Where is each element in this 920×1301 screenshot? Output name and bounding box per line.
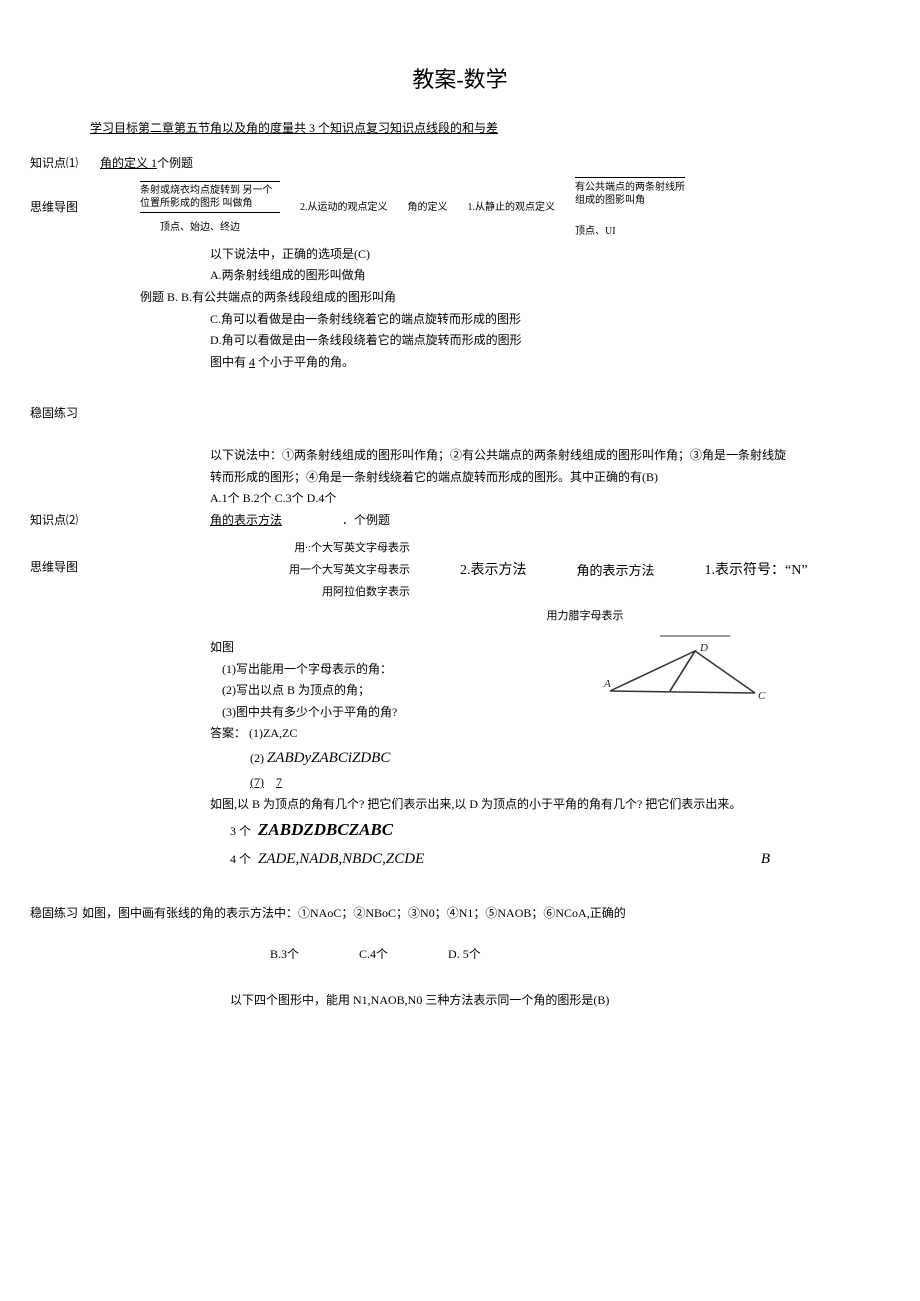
kp1-fig-note-b: 个小于平角的角。 [255,355,354,369]
svg-text:A: A [603,678,611,690]
kp2-heading-row: 知识点⑵ 角的表示方法．个例题 [30,510,890,532]
kp1-q-intro: 以下说法中，正确的选项是(C) [30,244,890,266]
kp1-mindmap-right-sub: 顶点、UI [575,225,685,238]
practice2-choice-c: C.4个 [359,944,388,966]
kp2-method-2: 用一个大写英文字母表示 [220,559,410,581]
kp1-heading-row: 知识点⑴ 角的定义 1个例题 [30,153,890,175]
kp2-mindmap-label: 思维导图 [30,557,100,579]
kp1-label: 知识点⑴ [30,153,100,175]
kp2-line4-unit: 个 [239,852,251,866]
practice1-q1-l2: 转而形成的图形；④角是一条射线绕着它的端点旋转而形成的图形。其中正确的有(B) [30,467,890,489]
kp2-heading: 角的表示方法 [210,513,342,527]
svg-text:C: C [758,690,766,702]
kp1-mindmap-node-b: 角的定义 [408,181,448,217]
kp2-ex-q3: (3)图中共有多少个小于平角的角? [210,702,890,724]
kp1-mindmap-right-box: 有公共端点的两条射线所组成的图影叫角 [575,181,685,207]
kp2-line3-formula: ZABDZDBCZABC [258,820,393,839]
kp1-opt-b-row: 例题 B. B.有公共端点的两条线段组成的图形叫角 [30,287,890,309]
kp2-center-2: 角的表示方法 [577,559,655,582]
kp1-opt-a: A.两条射线组成的图形叫做角 [30,265,890,287]
kp2-example: A D C 如图 (1)写出能用一个字母表示的角： (2)写出以点 B 为顶点的… [30,637,890,745]
practice1-q1-choices: A.1个 B.2个 C.3个 D.4个 [30,488,890,510]
practice2-choice-d: D. 5个 [448,944,481,966]
practice1-label: 稳固练习 [30,403,890,425]
kp2-line4-num: 4 [230,852,236,866]
kp2-ans-label: 答案： [210,726,246,740]
kp1-mindmap: 条射或烧衣均点旋转到 另一个位置所影成的图形 叫做角 顶点、始边、终边 2.从运… [140,181,685,238]
kp2-line3: 3 个 ZABDZDBCZABC [30,815,890,846]
kp1-fig-note: 图中有 4 个小于平角的角。 [30,352,890,374]
kp2-line4: 4 个 ZADE,NADB,NBDC,ZCDE B [30,846,890,873]
kp1-mindmap-node-c: 1.从静止的观点定义 [468,181,556,217]
kp1-opt-b: B.有公共端点的两条线段组成的图形叫角 [181,290,396,304]
practice2-choices: B.3个 C.4个 D. 5个 [30,944,890,966]
kp1-mindmap-left-sub: 顶点、始边、终边 [140,219,280,237]
kp2-method-4: 用力腊字母表示 [280,607,890,627]
kp1-heading-suffix: 个例题 [157,156,193,170]
kp1-opt-d: D.角可以看做是由一条线段绕着它的端点旋转而形成的图形 [30,330,890,352]
learning-goal: 学习目标第二章第五节角以及角的度量共 3 个知识点复习知识点线段的和与差 [30,118,890,140]
kp2-ans2-label: (2) [250,751,264,765]
kp1-heading-prefix: 角的定义 1 [100,156,157,170]
kp2-center-1: 2.表示方法 [460,558,527,583]
kp2-line4-formula: ZADE,NADB,NBDC,ZCDE [258,851,424,867]
practice2-q2: 以下四个图形中，能用 N1,NAOB,N0 三种方法表示同一个角的图形是(B) [30,990,890,1012]
kp1-opt-b-label: 例题 B. [140,290,178,304]
practice2-row: 稳固练习 如图，图中画有张线的角的表示方法中：①NAoC；②NBoC；③N0；④… [30,903,890,925]
kp2-line3-num: 3 [230,824,236,838]
practice2-choice-b: B.3个 [270,944,299,966]
kp1-mindmap-left-box: 条射或烧衣均点旋转到 另一个位置所影成的图形 叫做角 [140,181,280,213]
learning-goal-text: 学习目标第二章第五节角以及角的度量共 3 个知识点复习知识点线段的和与差 [90,121,498,135]
kp2-label: 知识点⑵ [30,510,100,532]
kp1-fig-note-a: 图中有 [210,355,249,369]
kp2-ans3-a: (7) [250,775,264,789]
practice2-label: 稳固练习 [30,903,78,925]
kp2-method-3: 用阿拉伯数字表示 [220,581,410,603]
kp2-ans1: (1)ZA,ZC [249,726,297,740]
kp2-mindmap: 用∙:个大写英文字母表示 用一个大写英文字母表示 用阿拉伯数字表示 2.表示方法… [100,537,808,603]
kp1-mindmap-label: 思维导图 [30,175,100,244]
kp2-ex-q2: (2)写出以点 B 为顶点的角； [210,680,890,702]
kp1-opt-c: C.角可以看做是由一条射线绕着它的端点旋转而形成的图形 [30,309,890,331]
big-b-label: B [761,846,770,873]
kp2-ex-intro: 如图 [210,637,890,659]
kp2-ex-q1: (1)写出能用一个字母表示的角： [210,659,890,681]
triangle-figure: A D C [600,631,770,711]
kp2-heading-suffix: ．个例题 [342,513,390,527]
kp2-followup: 如图,以 B 为顶点的角有几个? 把它们表示出来,以 D 为顶点的小于平角的角有… [30,794,890,816]
kp2-line3-unit: 个 [239,824,251,838]
kp2-method-1: 用∙:个大写英文字母表示 [220,537,410,559]
kp1-mindmap-node-a: 2.从运动的观点定义 [300,181,388,217]
kp2-ans2-row: (2) ZABDyZABCiZDBC [30,745,890,772]
svg-text:D: D [699,642,708,654]
kp2-right: 1.表示符号：“N” [705,558,808,583]
kp2-ans2-formula: ZABDyZABCiZDBC [267,750,390,766]
kp2-ans-row1: 答案： (1)ZA,ZC [210,723,890,745]
practice1-q1-l1: 以下说法中：①两条射线组成的图形叫作角；②有公共端点的两条射线组成的图形叫作角；… [30,445,890,467]
kp2-ans3-b: 7 [276,775,282,789]
page-title: 教案-数学 [30,60,890,100]
practice2-q1: 如图，图中画有张线的角的表示方法中：①NAoC；②NBoC；③N0；④N1；⑤N… [82,903,626,925]
kp2-ans3-row: (7) 7 [30,772,890,794]
